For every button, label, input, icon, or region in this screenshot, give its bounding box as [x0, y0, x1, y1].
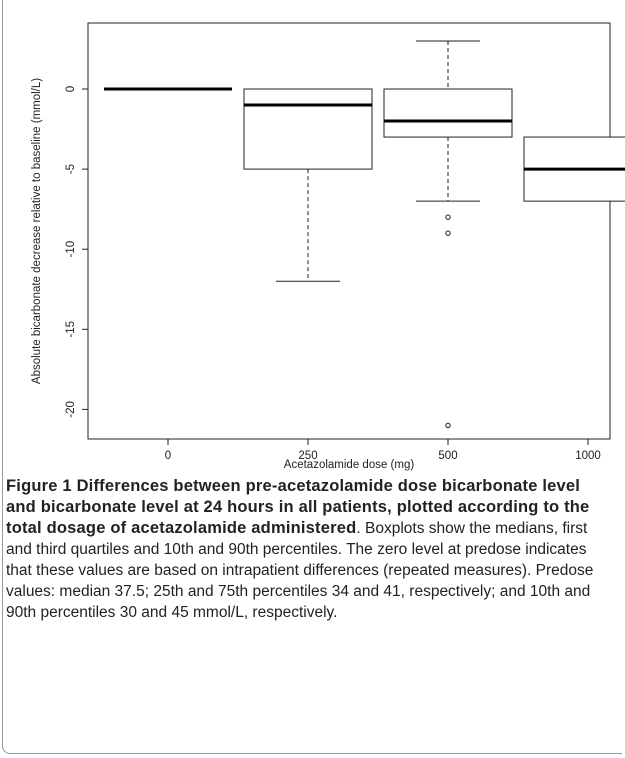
x-tick-label: 500	[438, 450, 457, 462]
y-axis-label: Absolute bicarbonate decrease relative t…	[31, 78, 43, 384]
x-tick-label: 0	[165, 450, 171, 462]
plot-area	[87, 22, 611, 440]
boxplot-chart: 0 -5 -10 -15 -20 0 250 500 1000 Acetazolamide d…	[31, 22, 625, 471]
outlier-point	[445, 422, 451, 429]
x-axis: 0 250 500 1000	[165, 438, 601, 462]
y-tick-label: -5	[65, 164, 77, 174]
x-tick-label: 250	[298, 450, 317, 462]
box-iqr	[383, 88, 513, 138]
caption-title: Figure 1 Differences between pre-acetazo…	[6, 477, 590, 537]
boxes-layer	[104, 40, 625, 429]
x-tick-label: 1000	[575, 450, 601, 462]
box-1000	[523, 136, 625, 202]
box-iqr	[243, 88, 373, 170]
outlier-point	[445, 230, 451, 236]
x-axis-label: Acetazolamide dose (mg)	[284, 459, 415, 471]
y-tick-label: -10	[65, 241, 77, 258]
y-tick-label: -15	[65, 321, 77, 338]
y-axis: 0 -5 -10 -15 -20	[65, 86, 89, 418]
box-500	[383, 40, 513, 429]
figure-caption: Figure 1 Differences between pre-acetazo…	[6, 476, 606, 623]
box-250	[243, 88, 373, 282]
y-tick-label: 0	[65, 86, 77, 92]
y-tick-label: -20	[65, 401, 77, 418]
caption-body: . Boxplots show the medians, first and t…	[6, 520, 594, 621]
outlier-point	[445, 214, 451, 220]
